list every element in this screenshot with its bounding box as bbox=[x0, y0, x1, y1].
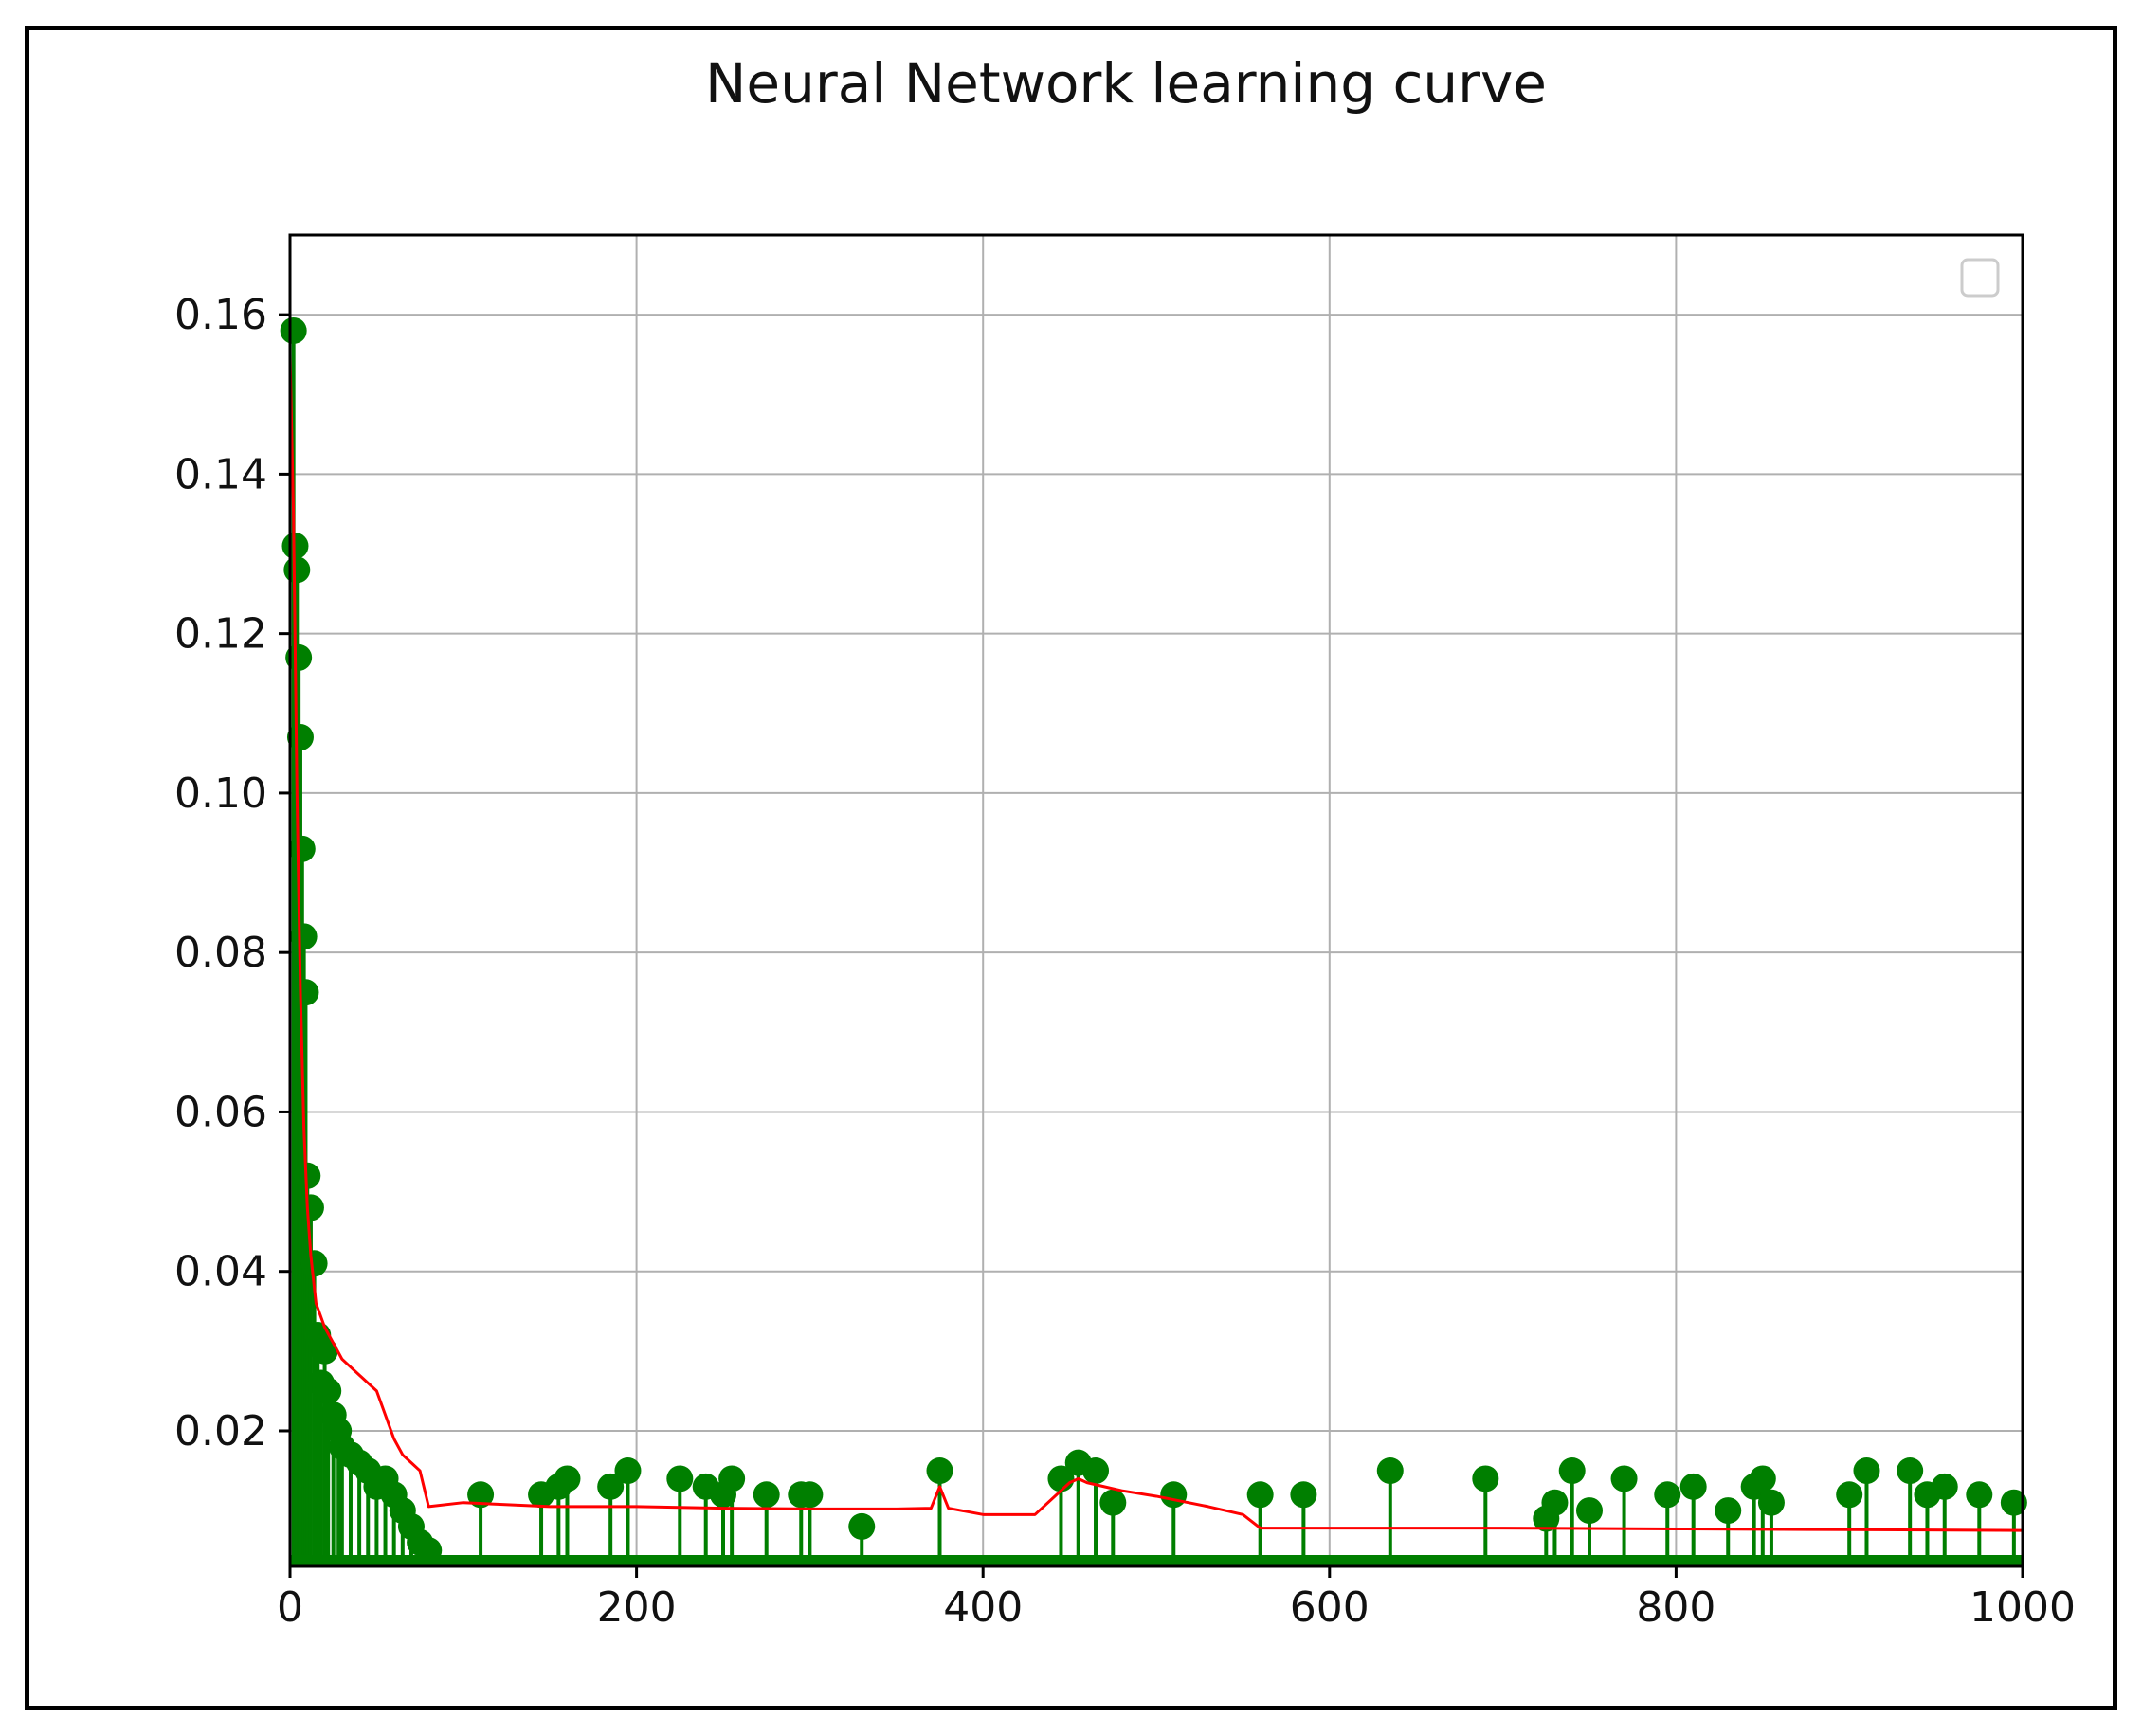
stem-marker bbox=[1082, 1457, 1110, 1485]
stem-marker bbox=[315, 1377, 342, 1404]
stem-marker bbox=[1099, 1489, 1127, 1516]
learning-curve-line bbox=[288, 354, 2024, 1532]
x-tick-label: 600 bbox=[1290, 1583, 1370, 1632]
stem-marker bbox=[753, 1481, 780, 1509]
stem-marker bbox=[2000, 1489, 2027, 1516]
stem-marker bbox=[848, 1512, 876, 1540]
stem-marker bbox=[311, 1337, 338, 1365]
y-tick-label: 0.16 bbox=[174, 291, 267, 339]
plot-area-border bbox=[288, 233, 2024, 1568]
stem-marker bbox=[1749, 1465, 1776, 1492]
stem-marker bbox=[1246, 1481, 1274, 1509]
x-tick-label: 800 bbox=[1636, 1583, 1715, 1632]
stem-marker bbox=[283, 556, 311, 584]
stem-marker bbox=[297, 1194, 324, 1221]
stem-marker bbox=[1541, 1489, 1569, 1516]
legend-box bbox=[1960, 258, 2000, 298]
y-tick-label: 0.12 bbox=[174, 610, 267, 659]
stem-marker bbox=[280, 316, 307, 344]
stem-marker bbox=[926, 1457, 953, 1485]
y-tick-label: 0.10 bbox=[174, 769, 267, 818]
stem-marker bbox=[1472, 1465, 1499, 1492]
stem-marker bbox=[666, 1465, 694, 1492]
y-tick-label: 0.08 bbox=[174, 929, 267, 977]
stem-marker bbox=[1966, 1481, 1993, 1509]
y-tick-label: 0.06 bbox=[174, 1088, 267, 1136]
y-tick-label: 0.14 bbox=[174, 450, 267, 498]
axis-ticks: 0 200 400 600 800 1000 0.02 0.04 0.06 0.08 0.10 0.1… bbox=[174, 291, 2076, 1632]
stem-marker bbox=[285, 643, 313, 671]
stem-marker bbox=[554, 1465, 581, 1492]
y-tick-label: 0.02 bbox=[174, 1407, 267, 1456]
stem-marker bbox=[1610, 1465, 1638, 1492]
stem-marker bbox=[1897, 1457, 1924, 1485]
stem-marker bbox=[597, 1473, 625, 1500]
plot-data bbox=[280, 316, 2027, 1566]
stem-marker bbox=[288, 835, 316, 862]
x-tick-label: 1000 bbox=[1970, 1583, 2076, 1632]
stem-marker bbox=[1931, 1473, 1958, 1500]
x-tick-label: 400 bbox=[943, 1583, 1023, 1632]
chart-frame bbox=[25, 26, 2117, 1710]
stem-marker bbox=[1836, 1481, 1863, 1509]
stem-marker bbox=[718, 1465, 746, 1492]
grid bbox=[289, 235, 2024, 1566]
y-tick-label: 0.04 bbox=[174, 1248, 267, 1296]
stem-marker bbox=[286, 724, 314, 751]
x-tick-label: 200 bbox=[597, 1583, 677, 1632]
stem-marker bbox=[1757, 1489, 1785, 1516]
stem-marker bbox=[1558, 1457, 1586, 1485]
stem-marker bbox=[1679, 1473, 1707, 1500]
stem-marker bbox=[1576, 1497, 1603, 1525]
stem-marker bbox=[1853, 1457, 1880, 1485]
stem-marker bbox=[290, 923, 318, 950]
stem-marker bbox=[300, 1250, 328, 1277]
stem-marker bbox=[614, 1457, 642, 1485]
stem-marker bbox=[1376, 1457, 1404, 1485]
stem-marker bbox=[1654, 1481, 1681, 1509]
stem-marker bbox=[1160, 1481, 1188, 1509]
chart-title: Neural Network learning curve bbox=[705, 51, 1547, 116]
stem-marker bbox=[1715, 1497, 1742, 1525]
stem-marker bbox=[292, 979, 319, 1006]
x-tick-label: 0 bbox=[277, 1583, 303, 1632]
stem-marker bbox=[467, 1481, 495, 1509]
stem-marker bbox=[1290, 1481, 1317, 1509]
stem-marker bbox=[796, 1481, 824, 1509]
